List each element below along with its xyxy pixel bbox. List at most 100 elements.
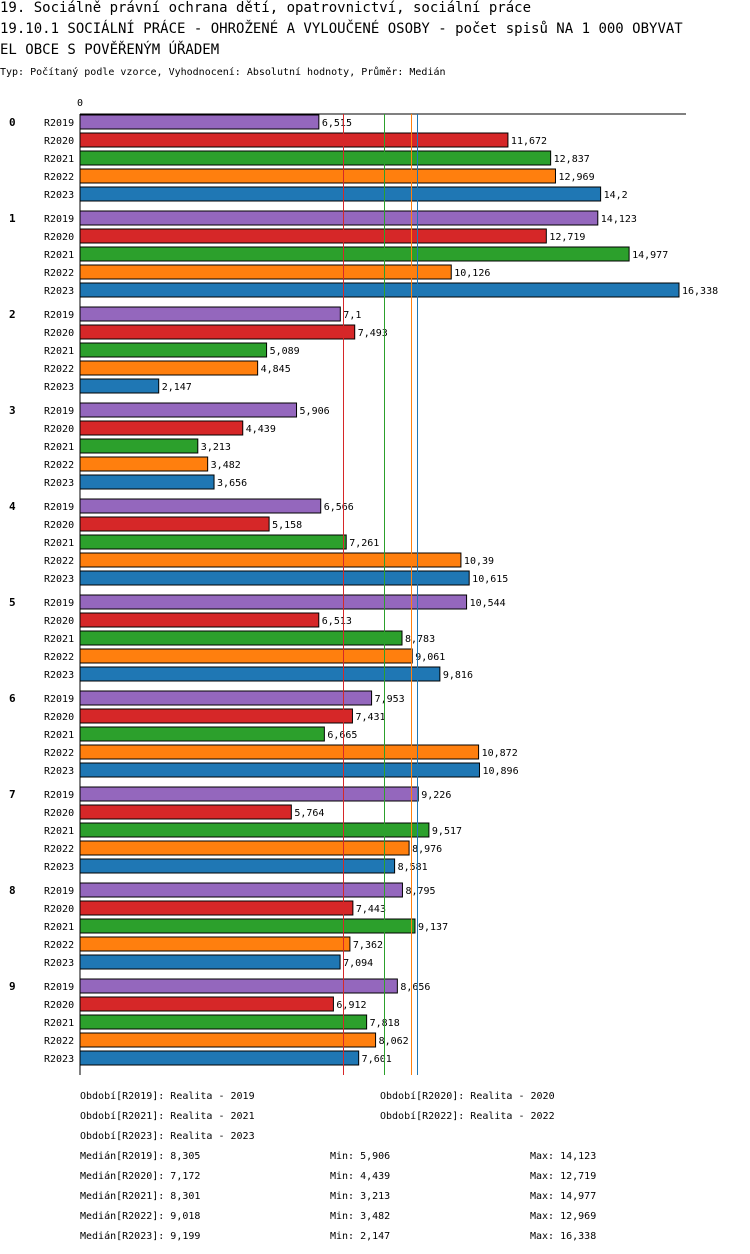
legend-max-r2020: Max: 12,719: [530, 1171, 597, 1182]
series-label: R2019: [44, 406, 74, 417]
series-label: R2020: [44, 328, 74, 339]
series-label: R2022: [44, 556, 74, 567]
series-label: R2020: [44, 424, 74, 435]
bar-value-label: 4,439: [246, 424, 276, 435]
bar: [79, 498, 322, 514]
bar: [79, 786, 419, 802]
bar: [79, 210, 599, 226]
series-label: R2021: [44, 346, 74, 357]
series-label: R2022: [44, 460, 74, 471]
series-label: R2022: [44, 652, 74, 663]
group-label: 6: [9, 692, 16, 705]
bar: [79, 456, 209, 472]
legend-min-r2023: Min: 2,147: [330, 1231, 391, 1242]
series-label: R2022: [44, 1036, 74, 1047]
series-label: R2023: [44, 478, 74, 489]
bar: [79, 264, 452, 280]
series-label: R2019: [44, 598, 74, 609]
series-label: R2020: [44, 616, 74, 627]
bar: [79, 978, 398, 994]
series-label: R2019: [44, 214, 74, 225]
series-label: R2021: [44, 442, 74, 453]
legend-period-r2020: Období[R2020]: Realita - 2020: [380, 1091, 555, 1102]
series-label: R2022: [44, 844, 74, 855]
series-label: R2021: [44, 922, 74, 933]
legend-period-r2019: Období[R2019]: Realita - 2019: [80, 1091, 255, 1102]
bar-value-label: 6,513: [322, 616, 352, 627]
series-label: R2019: [44, 118, 74, 129]
series-label: R2021: [44, 1018, 74, 1029]
bar: [79, 474, 215, 490]
bar: [79, 594, 468, 610]
series-label: R2019: [44, 982, 74, 993]
group-label: 7: [9, 788, 16, 801]
bar-value-label: 7,1: [343, 310, 361, 321]
series-label: R2019: [44, 310, 74, 321]
bar: [79, 324, 356, 340]
bar-value-label: 10,896: [482, 766, 518, 777]
legend-median-r2022: Medián[R2022]: 9,018: [80, 1211, 201, 1222]
bar-value-label: 10,126: [454, 268, 490, 279]
bar-value-label: 5,089: [270, 346, 300, 357]
bar: [79, 804, 292, 820]
bar: [79, 438, 199, 454]
bar-value-label: 7,443: [356, 904, 386, 915]
bar-value-label: 6,566: [324, 502, 354, 513]
bar-value-label: 7,431: [355, 712, 385, 723]
bar-value-label: 8,062: [379, 1036, 409, 1047]
group-label: 9: [9, 980, 16, 993]
bar: [79, 666, 441, 682]
legend-min-r2021: Min: 3,213: [330, 1191, 391, 1202]
bar: [79, 1014, 368, 1030]
bar: [79, 648, 413, 664]
bar: [79, 822, 430, 838]
bar: [79, 630, 403, 646]
group-label: 1: [9, 212, 16, 225]
series-label: R2020: [44, 136, 74, 147]
legend-period-r2023: Období[R2023]: Realita - 2023: [80, 1131, 255, 1142]
bar: [79, 1050, 360, 1066]
series-label: R2023: [44, 1054, 74, 1065]
group-label: 2: [9, 308, 16, 321]
bar-value-label: 6,912: [336, 1000, 366, 1011]
bar: [79, 882, 403, 898]
bar: [79, 360, 259, 376]
chart-subtitle: Typ: Počítaný podle vzorce, Vyhodnocení:…: [0, 67, 446, 78]
series-label: R2023: [44, 670, 74, 681]
group-label: 4: [9, 500, 16, 513]
bar-value-label: 9,061: [415, 652, 445, 663]
bar-value-label: 14,2: [604, 190, 628, 201]
series-label: R2021: [44, 538, 74, 549]
series-label: R2020: [44, 520, 74, 531]
series-label: R2023: [44, 574, 74, 585]
series-label: R2020: [44, 904, 74, 915]
series-label: R2019: [44, 790, 74, 801]
bar: [79, 936, 351, 952]
bar: [79, 996, 334, 1012]
bar: [79, 552, 462, 568]
bar-value-label: 3,482: [211, 460, 241, 471]
series-label: R2023: [44, 190, 74, 201]
bar: [79, 420, 244, 436]
series-label: R2021: [44, 730, 74, 741]
bar-value-label: 14,977: [632, 250, 668, 261]
legend-period-r2022: Období[R2022]: Realita - 2022: [380, 1111, 555, 1122]
series-label: R2021: [44, 250, 74, 261]
series-label: R2023: [44, 862, 74, 873]
legend-median-r2021: Medián[R2021]: 8,301: [80, 1191, 201, 1202]
bar: [79, 186, 602, 202]
bar: [79, 402, 298, 418]
bar: [79, 900, 354, 916]
series-label: R2021: [44, 826, 74, 837]
bar: [79, 132, 509, 148]
bar-value-label: 7,094: [343, 958, 373, 969]
bar-value-label: 12,969: [558, 172, 594, 183]
bar-value-label: 10,615: [472, 574, 508, 585]
bar: [79, 612, 320, 628]
bar-value-label: 3,213: [201, 442, 231, 453]
bar: [79, 690, 373, 706]
series-label: R2023: [44, 382, 74, 393]
bar-value-label: 5,764: [294, 808, 324, 819]
bar: [79, 168, 556, 184]
